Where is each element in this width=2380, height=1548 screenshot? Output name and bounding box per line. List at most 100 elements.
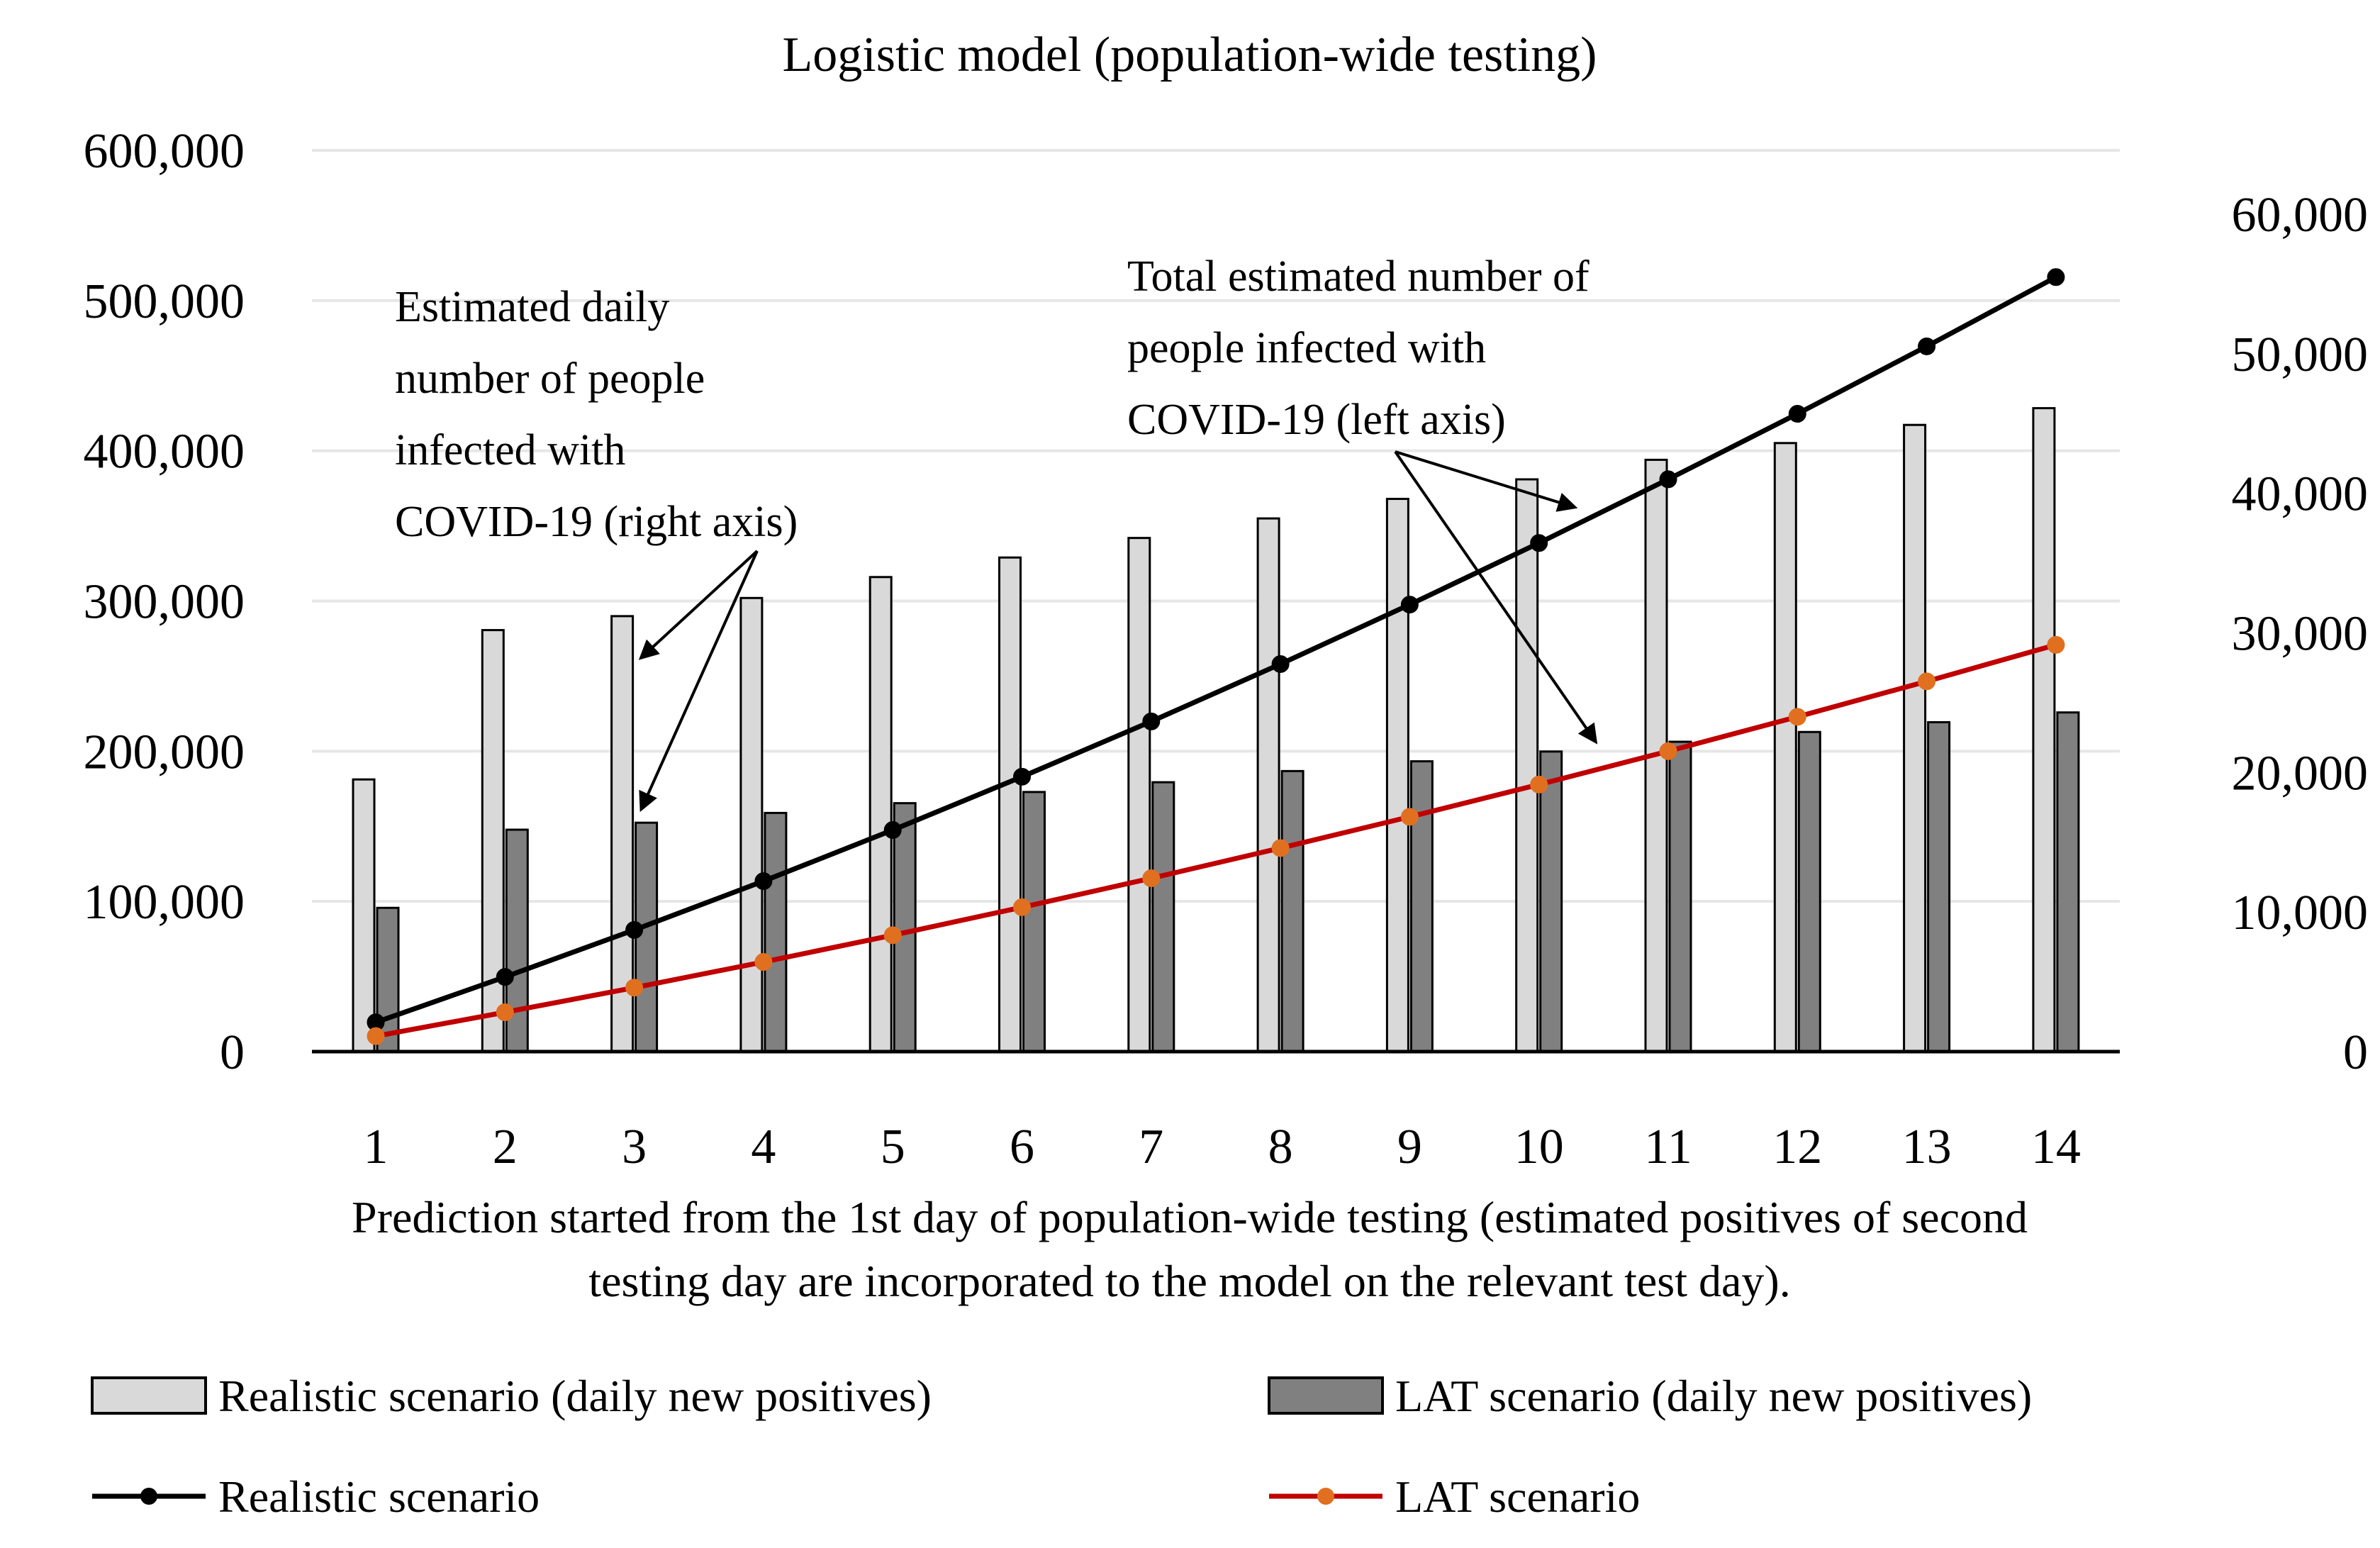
point-realistic-total: [625, 920, 644, 939]
line-realistic-total: [374, 274, 2057, 1025]
annotation-total-line: Total estimated number of: [1127, 252, 1590, 301]
point-realistic-total: [1400, 596, 1419, 614]
legend-label: Realistic scenario: [218, 1471, 540, 1522]
line-series: [367, 268, 2065, 1045]
x-tick-label: 7: [1139, 1120, 1163, 1174]
bar-lat-daily: [376, 906, 400, 1053]
point-lat-total: [2047, 635, 2065, 654]
point-realistic-total: [1788, 405, 1806, 423]
point-realistic-total: [496, 968, 514, 986]
bar-realistic-daily: [739, 596, 764, 1053]
point-realistic-total: [754, 872, 773, 891]
y-left-tick-label: 100,000: [84, 875, 245, 930]
point-lat-total: [1530, 775, 1548, 794]
bar-realistic-daily: [1515, 478, 1539, 1053]
y-right-tick-label: 10,000: [2232, 886, 2369, 940]
y-left-tick-label: 0: [220, 1025, 245, 1080]
x-tick-label: 9: [1397, 1120, 1422, 1174]
legend-label: LAT scenario (daily new positives): [1395, 1371, 2032, 1421]
y-right-tick-label: 60,000: [2232, 188, 2369, 243]
bar-lat-daily: [1668, 740, 1692, 1053]
bar-lat-daily: [1151, 781, 1175, 1053]
point-realistic-total: [2047, 268, 2065, 286]
x-tick-label: 10: [1514, 1120, 1564, 1174]
x-tick-label: 6: [1010, 1120, 1034, 1174]
y-left-tick-label: 500,000: [84, 274, 245, 329]
point-lat-total: [754, 953, 773, 971]
y-left-tick-label: 200,000: [84, 725, 245, 779]
axes: 0 100,000 200,000 300,000 400,000 500,000 600,…: [84, 124, 2369, 1174]
point-lat-total: [1788, 708, 1806, 726]
point-lat-total: [367, 1027, 385, 1045]
x-tick-label: 8: [1268, 1120, 1293, 1174]
x-tick-label: 11: [1644, 1120, 1692, 1174]
legend-swatch-marker: [1317, 1488, 1334, 1505]
bar-realistic-daily: [1903, 423, 1927, 1053]
point-realistic-total: [1271, 655, 1290, 673]
y-right-tick-label: 50,000: [2232, 328, 2369, 382]
bar-realistic-daily: [1385, 498, 1409, 1053]
legend-swatch-marker: [140, 1488, 157, 1505]
x-tick-label: 3: [622, 1120, 647, 1174]
y-right-tick-label: 0: [2343, 1025, 2368, 1080]
annotation-total-line: people infected with: [1127, 324, 1486, 372]
x-axis-label-line-2: testing day are incorporated to the mode…: [588, 1256, 1790, 1306]
bar-realistic-daily: [2032, 407, 2056, 1053]
chart-title: Logistic model (population-wide testing): [783, 28, 1597, 82]
point-lat-total: [1918, 672, 1936, 691]
annotation-arrow: [638, 550, 759, 660]
point-lat-total: [1400, 808, 1419, 826]
line-lat-total: [375, 642, 2057, 1039]
annotation-arrow: [1395, 450, 1578, 512]
bar-realistic-daily: [1127, 537, 1151, 1053]
bar-realistic-daily: [610, 615, 635, 1053]
legend-label: Realistic scenario (daily new positives): [218, 1371, 932, 1421]
y-left-tick-label: 300,000: [84, 575, 245, 630]
point-lat-total: [496, 1003, 514, 1021]
bar-realistic-daily: [481, 629, 505, 1053]
x-tick-label: 12: [1772, 1120, 1822, 1174]
x-axis-label-line-1: Prediction started from the 1st day of p…: [352, 1192, 2028, 1242]
x-tick-label: 14: [2031, 1120, 2081, 1174]
point-realistic-total: [1659, 470, 1677, 489]
annotation-total-line: COVID-19 (left axis): [1127, 396, 1506, 444]
bar-lat-daily: [893, 802, 917, 1053]
point-realistic-total: [1918, 337, 1936, 355]
annotations: Estimated daily number of people infected …: [395, 252, 1598, 813]
point-realistic-total: [1013, 767, 1031, 786]
x-tick-label: 13: [1902, 1120, 1952, 1174]
annotation-daily-line: COVID-19 (right axis): [395, 498, 798, 546]
bar-lat-daily: [1022, 791, 1046, 1053]
y-right-tick-label: 40,000: [2232, 467, 2369, 522]
point-realistic-total: [883, 821, 902, 840]
point-realistic-total: [1142, 712, 1161, 730]
bar-lat-daily: [1927, 720, 1951, 1053]
point-realistic-total: [1530, 534, 1548, 552]
x-tick-label: 2: [493, 1120, 518, 1174]
point-lat-total: [1659, 742, 1677, 760]
bar-lat-daily: [2056, 711, 2080, 1053]
bar-lat-daily: [1797, 730, 1821, 1053]
x-tick-label: 4: [751, 1120, 776, 1174]
bar-lat-daily: [1409, 760, 1434, 1053]
bar-realistic-daily: [1256, 517, 1280, 1053]
legend: Realistic scenario (daily new positives)…: [91, 1371, 2032, 1522]
legend-swatch: [1268, 1376, 1384, 1415]
y-right-tick-label: 20,000: [2232, 746, 2369, 801]
y-left-tick-label: 400,000: [84, 425, 245, 479]
bar-lat-daily: [635, 821, 659, 1053]
bar-lat-daily: [1280, 769, 1304, 1053]
annotation-daily-line: number of people: [395, 355, 705, 403]
bar-realistic-daily: [998, 556, 1022, 1053]
bar-realistic-daily: [868, 576, 893, 1053]
annotation-daily-line: Estimated daily: [395, 283, 669, 331]
point-lat-total: [1271, 839, 1290, 857]
bar-lat-daily: [764, 811, 788, 1053]
annotation-daily-line: infected with: [395, 426, 625, 474]
point-lat-total: [625, 979, 644, 997]
legend-swatch: [91, 1376, 207, 1415]
bar-realistic-daily: [1773, 442, 1797, 1053]
annotation-arrow: [639, 550, 759, 813]
legend-label: LAT scenario: [1395, 1471, 1640, 1522]
